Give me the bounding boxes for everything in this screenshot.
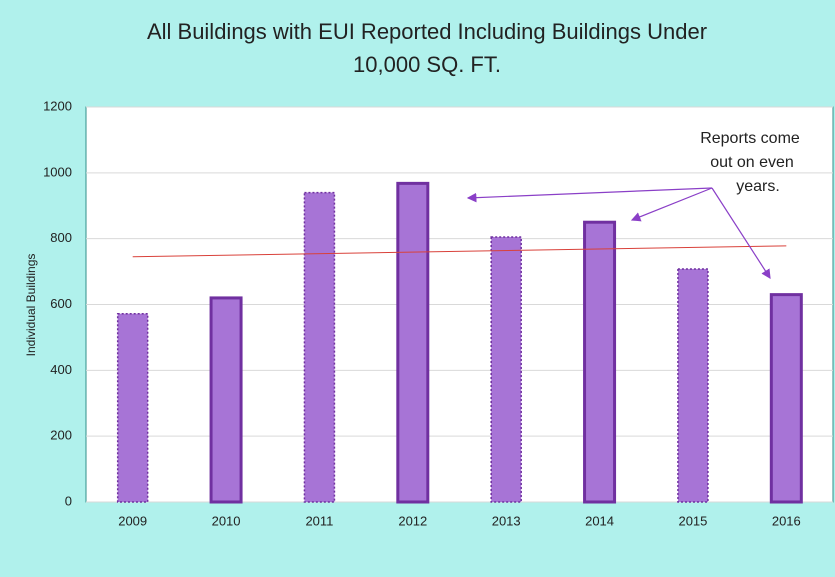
x-tick-label: 2009 xyxy=(118,513,147,528)
chart-title: 10,000 SQ. FT. xyxy=(353,52,501,77)
x-tick-label: 2014 xyxy=(585,513,614,528)
y-tick-label: 800 xyxy=(50,230,72,245)
x-tick-label: 2013 xyxy=(492,513,521,528)
arrow xyxy=(630,187,713,222)
x-tick-label: 2016 xyxy=(772,513,801,528)
bar xyxy=(209,296,243,504)
y-tick-label: 200 xyxy=(50,428,72,443)
annotation: Reports come out on even years. xyxy=(466,130,800,280)
x-tick-label: 2011 xyxy=(305,513,333,528)
bar xyxy=(769,293,803,504)
bar xyxy=(583,220,617,504)
chart-title: All Buildings with EUI Reported Includin… xyxy=(147,19,707,44)
x-tick-label: 2012 xyxy=(398,513,427,528)
y-tick-label: 600 xyxy=(50,296,72,311)
y-tick-label: 1000 xyxy=(43,164,72,179)
annotation-text: years. xyxy=(736,178,780,195)
annotation-text: Reports come xyxy=(700,130,800,147)
x-tick-label: 2015 xyxy=(678,513,707,528)
y-tick-label: 0 xyxy=(65,493,72,508)
y-tick-label: 1200 xyxy=(43,98,72,113)
y-tick-label: 400 xyxy=(50,362,72,377)
bar xyxy=(677,268,709,503)
annotation-text: out on even xyxy=(710,154,794,171)
bar xyxy=(303,191,336,503)
arrow xyxy=(466,187,713,203)
y-axis-label: Individual Buildings xyxy=(24,254,38,357)
bar xyxy=(116,312,149,503)
trend-line xyxy=(132,245,787,258)
arrow xyxy=(711,187,771,280)
bar xyxy=(490,236,522,503)
bar xyxy=(396,181,430,504)
x-tick-label: 2010 xyxy=(212,513,241,528)
plot: 0 200 400 600 800 1000 1200 2009 2010 2011 2012 201… xyxy=(43,98,833,528)
